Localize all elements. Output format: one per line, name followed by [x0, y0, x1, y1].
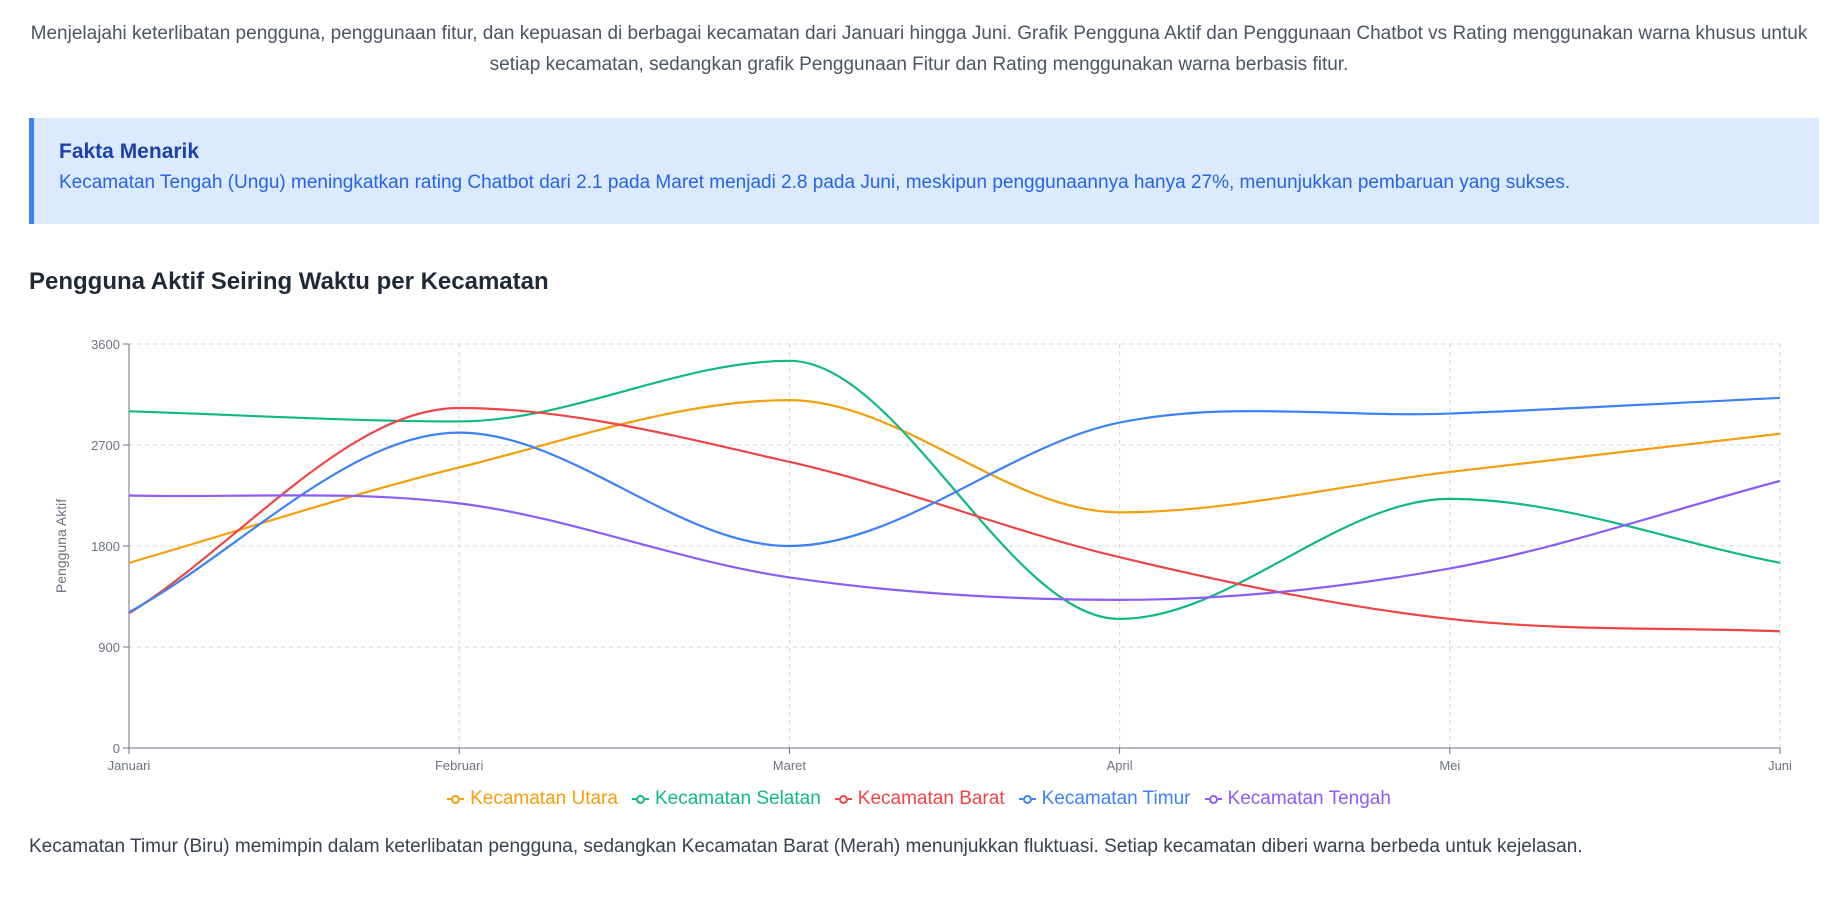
legend-item-2[interactable]: Kecamatan Selatan: [631, 788, 821, 810]
legend-item-4[interactable]: Kecamatan Timur: [1018, 788, 1191, 810]
legend-marker-icon: [1018, 794, 1036, 804]
chart-title: Pengguna Aktif Seiring Waktu per Kecamat…: [29, 268, 549, 295]
legend-label: Kecamatan Selatan: [654, 788, 821, 809]
x-tick-label: Februari: [435, 758, 484, 773]
series-line-3: [128, 406, 1781, 633]
x-tick-label: Mei: [1439, 758, 1460, 773]
fact-title: Fakta Menarik: [59, 140, 200, 163]
legend-item-5[interactable]: Kecamatan Tengah: [1204, 788, 1391, 810]
legend-label: Kecamatan Tengah: [1227, 788, 1391, 809]
legend-item-1[interactable]: Kecamatan Utara: [447, 788, 618, 810]
legend-item-3[interactable]: Kecamatan Barat: [834, 788, 1005, 810]
fact-text: Kecamatan Tengah (Ungu) meningkatkan rat…: [59, 172, 1571, 193]
legend-marker-icon: [1204, 794, 1222, 804]
legend-marker-icon: [631, 794, 649, 804]
series-line-5: [128, 479, 1781, 601]
series-line-1: [128, 399, 1781, 564]
y-axis-label: Pengguna Aktif: [53, 499, 69, 593]
intro-text: Menjelajahi keterlibatan pengguna, pengg…: [30, 23, 1808, 75]
x-tick-label: Januari: [108, 758, 151, 773]
x-tick-label: Maret: [773, 758, 807, 773]
chart-caption: Kecamatan Timur (Biru) memimpin dalam ke…: [29, 836, 1583, 857]
chart-legend: Kecamatan Utara Kecamatan Selatan Kecamata…: [0, 788, 1838, 810]
legend-label: Kecamatan Timur: [1041, 788, 1191, 809]
active-users-line-chart: 0 900 1800 2700 3600 Januari Februari Maret Apri…: [53, 337, 1792, 773]
x-tick-label: April: [1107, 758, 1133, 773]
legend-marker-icon: [834, 794, 852, 804]
series-line-4: [128, 396, 1781, 614]
legend-label: Kecamatan Barat: [857, 788, 1005, 809]
y-tick-label: 2700: [91, 438, 120, 453]
y-tick-label: 3600: [91, 337, 120, 352]
x-tick-label: Juni: [1768, 758, 1792, 773]
fact-box: Fakta Menarik Kecamatan Tengah (Ungu) me…: [29, 118, 1819, 224]
legend-label: Kecamatan Utara: [470, 788, 618, 809]
y-tick-label: 1800: [91, 539, 120, 554]
series-line-2: [128, 359, 1781, 621]
y-tick-label: 0: [113, 741, 120, 756]
legend-marker-icon: [447, 794, 465, 804]
y-tick-label: 900: [98, 640, 120, 655]
